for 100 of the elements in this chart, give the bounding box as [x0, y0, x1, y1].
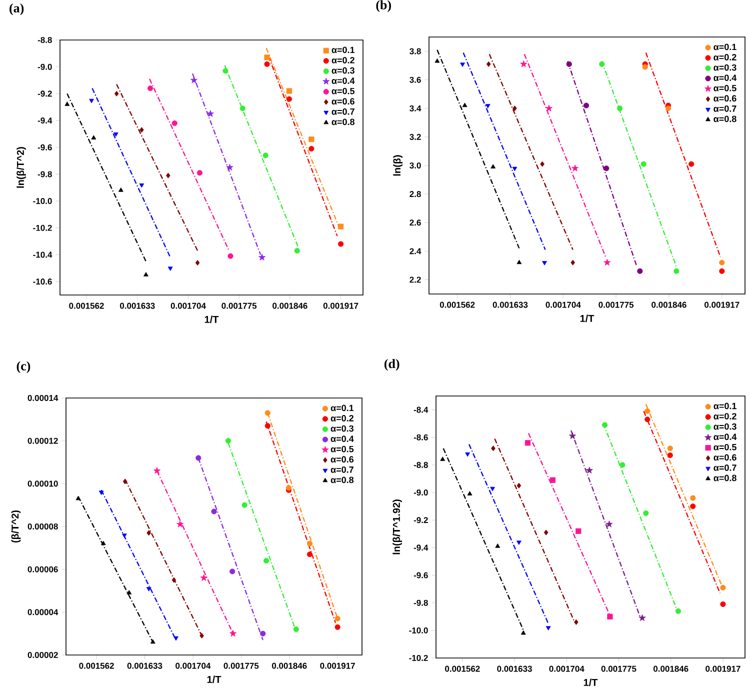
- x-tick-label: 0.001704: [170, 302, 206, 309]
- x-tick-label: 0.001846: [652, 302, 686, 308]
- y-tick-label: -10.0: [409, 627, 428, 634]
- y-tick-label: 3.8: [410, 48, 421, 54]
- point: [566, 61, 572, 67]
- point: [546, 626, 551, 630]
- point: [334, 616, 340, 622]
- point: [338, 241, 344, 247]
- y-axis-title: ln(β): [393, 155, 403, 176]
- legend-label: α=0.1: [714, 44, 736, 50]
- point: [638, 614, 646, 622]
- y-tick-label: -9.4: [38, 118, 52, 124]
- point: [516, 260, 522, 264]
- legend-label: α=0.3: [714, 423, 736, 430]
- point: [460, 62, 465, 67]
- point: [172, 577, 176, 583]
- point: [144, 272, 148, 276]
- point: [572, 164, 579, 172]
- point: [64, 102, 70, 106]
- point: [196, 455, 202, 461]
- point: [545, 104, 553, 112]
- point: [260, 630, 266, 636]
- point: [495, 543, 500, 548]
- y-tick-label: -10.6: [33, 278, 52, 285]
- point: [153, 467, 161, 474]
- point: [520, 630, 526, 635]
- point: [146, 530, 151, 536]
- point: [264, 54, 270, 60]
- y-tick-label: 2.2: [410, 276, 421, 283]
- y-tick-label: 0.00008: [28, 523, 58, 530]
- point: [264, 61, 270, 67]
- legend-label: α=0.3: [330, 425, 354, 432]
- legend-label: α=0.7: [330, 466, 354, 473]
- y-tick-label: 0.00006: [28, 566, 58, 572]
- legend-label: α=0.7: [714, 105, 736, 112]
- point: [465, 452, 470, 457]
- legend-label: α=0.8: [332, 118, 355, 126]
- y-tick-label: 0.00004: [28, 609, 58, 616]
- point: [230, 568, 236, 574]
- x-tick-label: 0.001775: [598, 302, 634, 308]
- point: [229, 630, 237, 637]
- x-tick-label: 0.001562: [440, 302, 475, 308]
- y-tick-label: -9.4: [414, 544, 428, 551]
- point: [263, 558, 270, 564]
- point: [620, 462, 626, 468]
- point: [674, 268, 680, 274]
- y-tick-label: 0.00010: [28, 480, 58, 487]
- point: [604, 166, 610, 172]
- point: [334, 624, 340, 630]
- y-tick-label: 0.00012: [28, 438, 58, 444]
- point: [550, 477, 556, 483]
- point: [286, 88, 292, 94]
- point: [139, 183, 144, 188]
- point: [491, 446, 496, 452]
- y-tick-label: -10.2: [33, 224, 52, 231]
- legend-label: α=0.2: [330, 415, 354, 422]
- point: [490, 486, 495, 492]
- point: [176, 520, 184, 528]
- x-tick-label: 0.001917: [320, 662, 355, 669]
- point: [490, 164, 496, 168]
- point: [606, 520, 613, 528]
- point: [225, 438, 232, 444]
- point: [640, 161, 646, 167]
- point: [524, 440, 531, 446]
- y-tick-label: 3.2: [410, 134, 421, 140]
- point: [644, 416, 650, 422]
- point: [122, 478, 128, 484]
- point: [91, 135, 96, 140]
- point: [576, 528, 582, 534]
- y-tick-label: 3.6: [410, 76, 421, 83]
- x-tick-label: 0.001704: [176, 662, 211, 669]
- point: [294, 248, 300, 254]
- y-tick-label: 0.00014: [28, 394, 58, 401]
- point: [485, 104, 490, 108]
- legend-label: α=0.4: [330, 436, 354, 442]
- point: [616, 106, 623, 112]
- point: [637, 268, 643, 274]
- point: [583, 102, 590, 108]
- point: [690, 504, 696, 510]
- point: [190, 76, 198, 84]
- y-tick-label: 0.00002: [28, 652, 58, 658]
- x-tick-label: 0.001775: [224, 662, 259, 669]
- point: [690, 495, 696, 501]
- point: [520, 60, 528, 68]
- point: [118, 188, 124, 192]
- y-tick-label: -10.2: [409, 654, 428, 661]
- point: [195, 260, 200, 266]
- x-tick-label: 0.001704: [546, 302, 581, 308]
- y-tick-label: 2.8: [410, 191, 421, 198]
- point: [308, 146, 314, 152]
- y-tick-label: -9.2: [414, 517, 428, 524]
- y-tick-label: -8.4: [414, 406, 428, 413]
- legend-label: α=0.2: [714, 54, 736, 60]
- point: [200, 574, 208, 581]
- y-tick-label: -9.6: [38, 144, 52, 150]
- legend-label: α=0.2: [714, 413, 736, 420]
- legend-label: α=0.6: [332, 98, 354, 105]
- x-tick-label: 0.001633: [497, 666, 532, 672]
- point: [540, 161, 544, 167]
- legend-label: α=0.2: [332, 57, 354, 64]
